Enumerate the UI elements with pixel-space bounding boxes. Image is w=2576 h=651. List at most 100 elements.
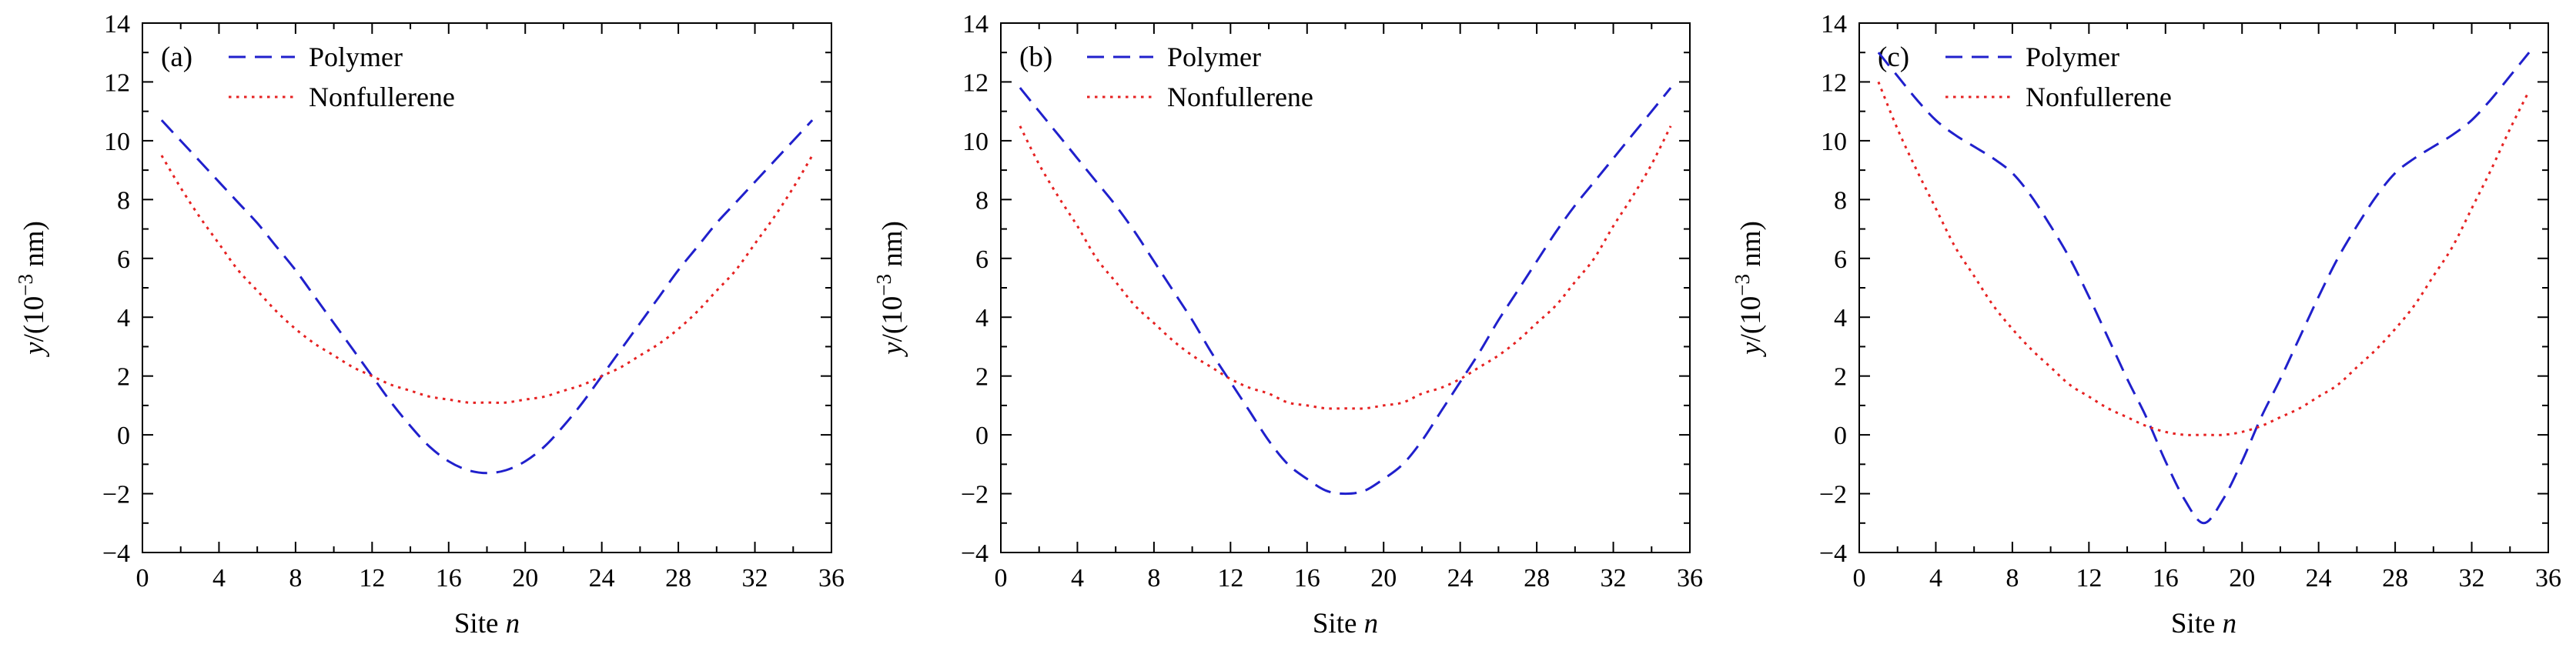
- svg-text:8: 8: [117, 186, 130, 215]
- legend: Polymer Nonfullerene: [229, 42, 455, 112]
- svg-text:2: 2: [117, 363, 130, 392]
- svg-text:−4: −4: [102, 539, 130, 568]
- svg-text:4: 4: [1834, 304, 1847, 332]
- svg-text:28: 28: [2382, 564, 2408, 593]
- x-axis-label: Site n: [454, 608, 520, 639]
- svg-text:0: 0: [975, 422, 989, 450]
- svg-text:14: 14: [1821, 10, 1847, 38]
- svg-text:2: 2: [975, 363, 989, 392]
- nonfullerene-curve: [1019, 125, 1672, 410]
- svg-text:10: 10: [1821, 128, 1847, 156]
- y-axis-label: y/(10−3 nm): [872, 221, 908, 358]
- x-tick-labels: 0 4 8 12 16 20 24 28 32 36: [1853, 564, 2562, 593]
- svg-text:16: 16: [1294, 564, 1320, 593]
- svg-text:14: 14: [962, 10, 989, 38]
- svg-text:6: 6: [975, 245, 989, 274]
- x-tick-labels: 0 4 8 12 16 20 24 28 32 36: [136, 564, 845, 593]
- svg-text:20: 20: [1370, 564, 1397, 593]
- y-tick-labels: −4 −2 0 2 4 6 8 10 12 14: [961, 10, 989, 568]
- svg-text:20: 20: [512, 564, 538, 593]
- svg-text:−4: −4: [961, 539, 989, 568]
- svg-text:12: 12: [104, 68, 130, 97]
- svg-text:8: 8: [1834, 186, 1847, 215]
- svg-text:16: 16: [2153, 564, 2179, 593]
- svg-text:36: 36: [1677, 564, 1703, 593]
- svg-text:10: 10: [104, 128, 130, 156]
- y-axis-label: y/(10−3 nm): [1731, 221, 1767, 358]
- svg-text:32: 32: [2459, 564, 2485, 593]
- legend: Polymer Nonfullerene: [1945, 42, 2172, 112]
- svg-text:32: 32: [1601, 564, 1627, 593]
- svg-text:12: 12: [1217, 564, 1243, 593]
- chart-panel-a: 0 4 8 12 16 20 24 28 32 36 −4 −2 0 2 4 6 8 10 12 14 Site n y/…: [0, 0, 858, 651]
- x-tick-labels: 0 4 8 12 16 20 24 28 32 36: [995, 564, 1704, 593]
- svg-text:12: 12: [359, 564, 385, 593]
- svg-text:24: 24: [2306, 564, 2332, 593]
- axis-ticks: [1000, 22, 1691, 553]
- svg-text:36: 36: [2535, 564, 2561, 593]
- svg-text:−4: −4: [1819, 539, 1847, 568]
- svg-text:−2: −2: [961, 481, 989, 509]
- nonfullerene-curve: [160, 155, 814, 404]
- legend: Polymer Nonfullerene: [1087, 42, 1313, 112]
- svg-text:−2: −2: [1819, 481, 1847, 509]
- y-axis-label: y/(10−3 nm): [14, 221, 50, 358]
- plot-border: [1000, 22, 1691, 553]
- svg-text:0: 0: [1853, 564, 1866, 593]
- svg-text:4: 4: [1071, 564, 1084, 593]
- axis-ticks: [1858, 22, 2549, 553]
- svg-text:8: 8: [1147, 564, 1160, 593]
- svg-text:2: 2: [1834, 363, 1847, 392]
- svg-text:12: 12: [1821, 68, 1847, 97]
- panel-letter: (a): [161, 42, 192, 73]
- svg-text:20: 20: [2229, 564, 2255, 593]
- svg-text:10: 10: [962, 128, 989, 156]
- svg-text:24: 24: [1447, 564, 1474, 593]
- svg-text:14: 14: [104, 10, 130, 38]
- y-tick-labels: −4 −2 0 2 4 6 8 10 12 14: [102, 10, 130, 568]
- x-axis-label: Site n: [2171, 608, 2236, 639]
- svg-text:12: 12: [962, 68, 989, 97]
- svg-text:24: 24: [589, 564, 615, 593]
- y-tick-labels: −4 −2 0 2 4 6 8 10 12 14: [1819, 10, 1847, 568]
- svg-text:28: 28: [1524, 564, 1550, 593]
- legend-label-polymer: Polymer: [1167, 42, 1261, 72]
- svg-text:4: 4: [117, 304, 130, 332]
- svg-text:8: 8: [289, 564, 302, 593]
- polymer-curve: [1877, 52, 2531, 525]
- legend-label-nonfullerene: Nonfullerene: [2026, 82, 2172, 112]
- legend-label-polymer: Polymer: [309, 42, 403, 72]
- svg-text:0: 0: [117, 422, 130, 450]
- svg-text:0: 0: [136, 564, 149, 593]
- svg-text:4: 4: [1929, 564, 1942, 593]
- legend-label-nonfullerene: Nonfullerene: [309, 82, 455, 112]
- svg-text:8: 8: [2006, 564, 2019, 593]
- svg-text:6: 6: [1834, 245, 1847, 274]
- chart-panel-b: 0 4 8 12 16 20 24 28 32 36 −4 −2 0 2 4 6 8 10 12 14 Site n y/…: [858, 0, 1717, 651]
- svg-text:4: 4: [975, 304, 989, 332]
- svg-text:16: 16: [436, 564, 462, 593]
- svg-text:0: 0: [995, 564, 1008, 593]
- svg-text:6: 6: [117, 245, 130, 274]
- svg-text:4: 4: [212, 564, 226, 593]
- x-axis-label: Site n: [1313, 608, 1378, 639]
- legend-label-nonfullerene: Nonfullerene: [1167, 82, 1313, 112]
- svg-text:36: 36: [818, 564, 845, 593]
- svg-text:28: 28: [665, 564, 691, 593]
- panel-letter: (b): [1019, 42, 1052, 73]
- axis-ticks: [142, 22, 832, 553]
- polymer-curve: [160, 119, 814, 475]
- nonfullerene-curve: [1877, 81, 2531, 436]
- svg-text:−2: −2: [102, 481, 130, 509]
- svg-text:32: 32: [742, 564, 768, 593]
- svg-text:12: 12: [2076, 564, 2102, 593]
- chart-panel-c: 0 4 8 12 16 20 24 28 32 36 −4 −2 0 2 4 6 8 10 12 14 Site n y/…: [1717, 0, 2575, 651]
- plot-border: [1858, 22, 2549, 553]
- svg-text:8: 8: [975, 186, 989, 215]
- polymer-curve: [1019, 87, 1672, 496]
- svg-text:0: 0: [1834, 422, 1847, 450]
